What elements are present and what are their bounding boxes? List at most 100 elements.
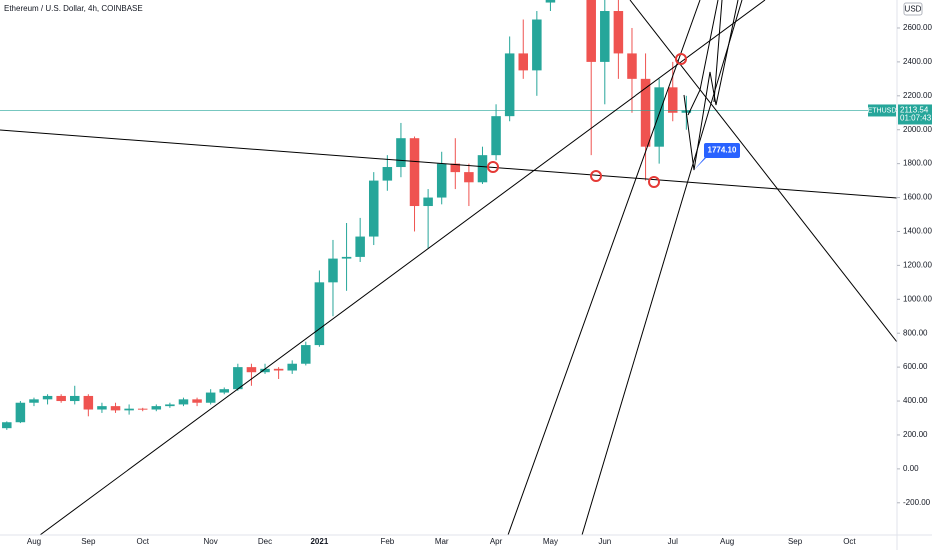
y-tick-label: 2200.00 [903, 91, 932, 100]
candle-body [586, 0, 596, 62]
y-tick-label: 1800.00 [903, 159, 932, 168]
y-tick-label: 600.00 [903, 362, 928, 371]
x-tick-label: Nov [204, 537, 218, 546]
callout-pointer [694, 156, 706, 170]
marker-circle [590, 170, 602, 182]
x-tick-label: Oct [136, 537, 149, 546]
candle-body [29, 399, 39, 403]
x-tick-label: Oct [843, 537, 856, 546]
candle-body [69, 395, 80, 402]
candle-body [137, 408, 148, 410]
x-tick-label: Jun [598, 537, 611, 546]
marker-circle [675, 53, 687, 65]
callout-box [704, 143, 740, 158]
x-tick-label: Apr [490, 537, 503, 546]
projection-path [713, 0, 723, 103]
candle-body [260, 368, 270, 373]
candle-body [314, 282, 325, 346]
candle-body [477, 155, 488, 183]
candle-body [246, 367, 257, 373]
candle-body [205, 392, 216, 403]
candle-body [654, 87, 664, 147]
candle-body [640, 78, 651, 147]
x-tick-label: Aug [720, 537, 734, 546]
candle-body [2, 422, 12, 429]
last-price-label: 2113.54 [900, 106, 929, 115]
candle-body [97, 406, 107, 410]
candle-body [56, 395, 66, 402]
candle-body [151, 406, 162, 410]
candle-body [124, 408, 134, 411]
currency-box [903, 2, 923, 16]
candle-body [301, 345, 311, 364]
countdown-label: 01:07:43 [900, 114, 932, 123]
candle-body [192, 399, 202, 403]
candle-body [518, 53, 529, 71]
candle-body [409, 138, 420, 207]
y-tick-label: 1200.00 [903, 260, 932, 269]
projection-path [683, 0, 739, 171]
x-tick-label: Jul [668, 537, 678, 546]
candle-body [287, 363, 297, 371]
marker-circle [648, 176, 660, 188]
y-tick-label: 2600.00 [903, 23, 932, 32]
x-tick-label: May [543, 537, 558, 546]
currency: USD [905, 5, 922, 14]
trend-line [507, 0, 701, 535]
candle-body [667, 87, 678, 113]
candle-body [627, 53, 637, 79]
candle-body [600, 11, 610, 62]
y-tick-label: 400.00 [903, 396, 928, 405]
drawings [0, 0, 897, 535]
candle-body [436, 163, 447, 198]
candle-body [273, 368, 284, 371]
price-callout: 1774.10 [694, 143, 740, 170]
candle-body [110, 406, 121, 411]
candle-body [233, 367, 243, 390]
candle-body [42, 395, 53, 400]
marker-circle [487, 161, 499, 173]
candle-body [178, 399, 189, 405]
candle-body [504, 53, 515, 117]
chart-title: Ethereum / U.S. Dollar, 4h, COINBASE [4, 4, 143, 13]
y-tick-label: 1600.00 [903, 193, 932, 202]
x-tick-label: Dec [258, 537, 272, 546]
candle-body [396, 138, 406, 168]
plot-area [0, 0, 897, 430]
x-tick-label: Feb [380, 537, 394, 546]
candle-body [219, 389, 230, 393]
y-tick-label: 1000.00 [903, 294, 932, 303]
candle-body [15, 402, 26, 423]
candle-body [532, 19, 542, 71]
trend-line [39, 0, 766, 535]
y-tick-label: 2400.00 [903, 57, 932, 66]
y-tick-label: 1400.00 [903, 227, 932, 236]
candle-body [165, 404, 175, 407]
candle-body [423, 197, 433, 207]
trend-line [629, 0, 897, 343]
candle-body [613, 11, 624, 54]
projection-path [687, 0, 719, 116]
candle-body [355, 236, 365, 257]
candle-body [545, 0, 556, 3]
y-tick-label: -200.00 [903, 498, 931, 507]
x-tick-label: 2021 [310, 537, 328, 546]
y-tick-label: 800.00 [903, 328, 928, 337]
x-tick-label: Aug [27, 537, 41, 546]
y-tick-label: 0.00 [903, 464, 919, 473]
y-tick-label: 2000.00 [903, 125, 932, 134]
x-tick-label: Sep [788, 537, 803, 546]
candle-body [491, 116, 501, 156]
candle-body [382, 167, 393, 181]
symbol-label: ETHUSD [868, 107, 897, 114]
candle-body [83, 395, 94, 410]
y-tick-label: 200.00 [903, 430, 928, 439]
symbol-tag [868, 104, 896, 117]
x-tick-label: Sep [81, 537, 96, 546]
price-tag [898, 104, 932, 125]
candle-body [464, 172, 474, 183]
trend-line [0, 129, 897, 199]
candle-body [450, 163, 461, 173]
